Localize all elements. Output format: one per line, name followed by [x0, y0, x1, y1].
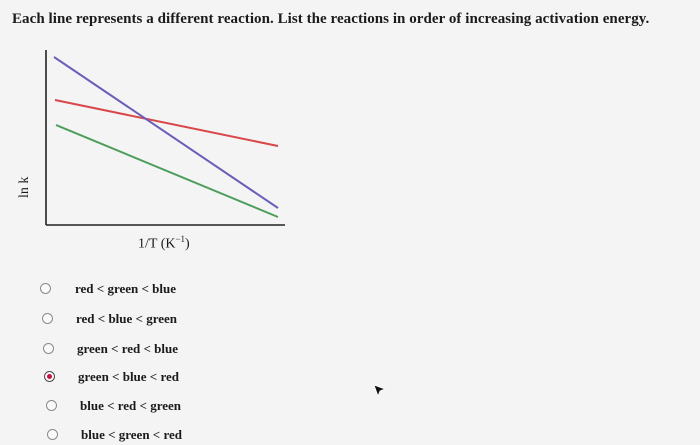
- blue-line: [53, 56, 279, 209]
- option-5-label[interactable]: blue < red < green: [80, 398, 181, 413]
- radio-5[interactable]: [46, 400, 57, 411]
- x-axis-label-close: ): [185, 236, 190, 252]
- radio-2[interactable]: [42, 313, 53, 324]
- option-6[interactable]: [47, 429, 58, 440]
- x-axis-label: 1/T (K−1): [138, 234, 190, 253]
- option-3-label[interactable]: green < red < blue: [77, 341, 178, 356]
- option-6-label[interactable]: blue < green < red: [81, 427, 182, 442]
- option-2[interactable]: [42, 313, 53, 324]
- option-1[interactable]: [40, 283, 51, 294]
- radio-1[interactable]: [40, 283, 51, 294]
- question-text: Each line represents a different reactio…: [12, 11, 650, 27]
- option-4-label[interactable]: green < blue < red: [78, 369, 179, 384]
- mouse-pointer-icon: [373, 384, 387, 398]
- option-2-label[interactable]: red < blue < green: [76, 311, 177, 326]
- option-1-label[interactable]: red < green < blue: [75, 281, 176, 296]
- red-line: [54, 99, 279, 147]
- y-axis-label: ln k: [17, 176, 32, 198]
- y-axis-label-wrap: ln k: [17, 160, 37, 200]
- x-axis-label-exponent: −1: [175, 234, 186, 244]
- option-4[interactable]: [44, 371, 55, 382]
- option-3[interactable]: [43, 343, 54, 354]
- green-line: [55, 124, 279, 218]
- radio-6[interactable]: [47, 429, 58, 440]
- x-axis-label-main: 1/T (K: [138, 236, 176, 252]
- radio-4-selected[interactable]: [44, 371, 55, 382]
- option-5[interactable]: [46, 400, 57, 411]
- radio-3[interactable]: [43, 343, 54, 354]
